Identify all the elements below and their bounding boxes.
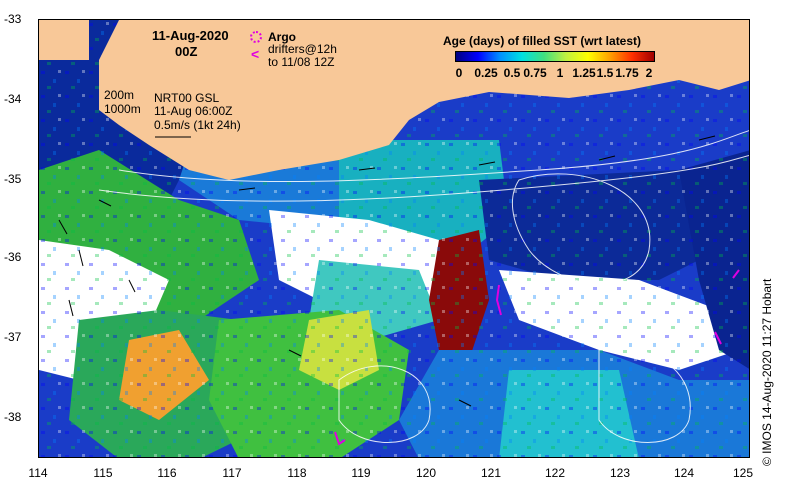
- drifters-range-label: to 11/08 12Z: [268, 55, 335, 69]
- eddy-contour-1: [511, 173, 651, 285]
- lon-label: 118: [287, 466, 307, 480]
- colorbar-tick: 0.75: [523, 66, 547, 80]
- drifter-track-4: [334, 431, 346, 446]
- map-time: 00Z: [175, 44, 198, 59]
- lat-label: -36: [4, 250, 22, 264]
- lon-label: 117: [222, 466, 242, 480]
- eddy-contour-2: [338, 365, 431, 443]
- drifters-legend-label: drifters@12h: [268, 42, 337, 56]
- colorbar-tick: 1: [556, 66, 564, 80]
- current-vectors: [58, 135, 716, 407]
- lon-label: 124: [673, 466, 695, 480]
- sst-age-map: [39, 20, 749, 457]
- lon-label: 123: [609, 466, 631, 480]
- colorbar-tick: 2: [645, 66, 653, 80]
- colorbar-tick: 0.5: [503, 66, 521, 80]
- eddy-contour-3: [598, 347, 691, 443]
- colorbar-tick: 0: [455, 66, 463, 80]
- contour-1000m: [98, 154, 749, 202]
- drifter-track-1: [495, 284, 502, 316]
- colorbar: [455, 51, 655, 62]
- lon-label: 115: [93, 466, 113, 480]
- lat-label: -37: [4, 330, 22, 344]
- colorbar-tick: 1.25: [572, 66, 596, 80]
- vector-scale-label: 0.5m/s (1kt 24h): [154, 118, 241, 132]
- map-panel: [38, 19, 750, 458]
- lon-label: 122: [544, 466, 566, 480]
- contour-200m-label: 200m: [104, 88, 135, 102]
- imos-credit: © IMOS 14-Aug-2020 11:27 Hobart: [760, 278, 774, 466]
- drifter-track-3: [714, 331, 722, 345]
- lon-label: 116: [157, 466, 177, 480]
- colorbar-title: Age (days) of filled SST (wrt latest): [443, 34, 642, 48]
- colorbar-tick: 1.5: [596, 66, 614, 80]
- land-northwest: [39, 20, 89, 60]
- lat-label: -35: [4, 172, 22, 186]
- argo-symbol-icon: [250, 31, 262, 43]
- contour-200m: [118, 130, 749, 183]
- lat-label: -38: [4, 410, 22, 424]
- argo-legend-label: Argo: [268, 30, 296, 44]
- drifter-symbol-icon: <: [251, 46, 260, 62]
- contour-1000m-label: 1000m: [104, 102, 141, 116]
- model-time-label: 11-Aug 06:00Z: [154, 104, 233, 118]
- lat-label: -33: [4, 12, 22, 26]
- lon-label: 120: [415, 466, 437, 480]
- map-date: 11-Aug-2020: [152, 28, 229, 43]
- lon-label: 119: [351, 466, 371, 480]
- drifter-tracks: [334, 269, 740, 446]
- colorbar-tick: 0.25: [474, 66, 498, 80]
- lon-label: 121: [480, 466, 502, 480]
- lon-label: 114: [28, 466, 48, 480]
- colorbar-tick: 1.75: [615, 66, 639, 80]
- lat-label: -34: [4, 92, 22, 106]
- drifter-track-2: [732, 269, 740, 279]
- lon-label: 125: [732, 466, 754, 480]
- contour-lines: [98, 130, 749, 443]
- model-name-label: NRT00 GSL: [154, 91, 220, 105]
- colorbar-tick-labels: 0 0.25 0.5 0.75 1 1.25 1.5 1.75 2: [447, 66, 657, 80]
